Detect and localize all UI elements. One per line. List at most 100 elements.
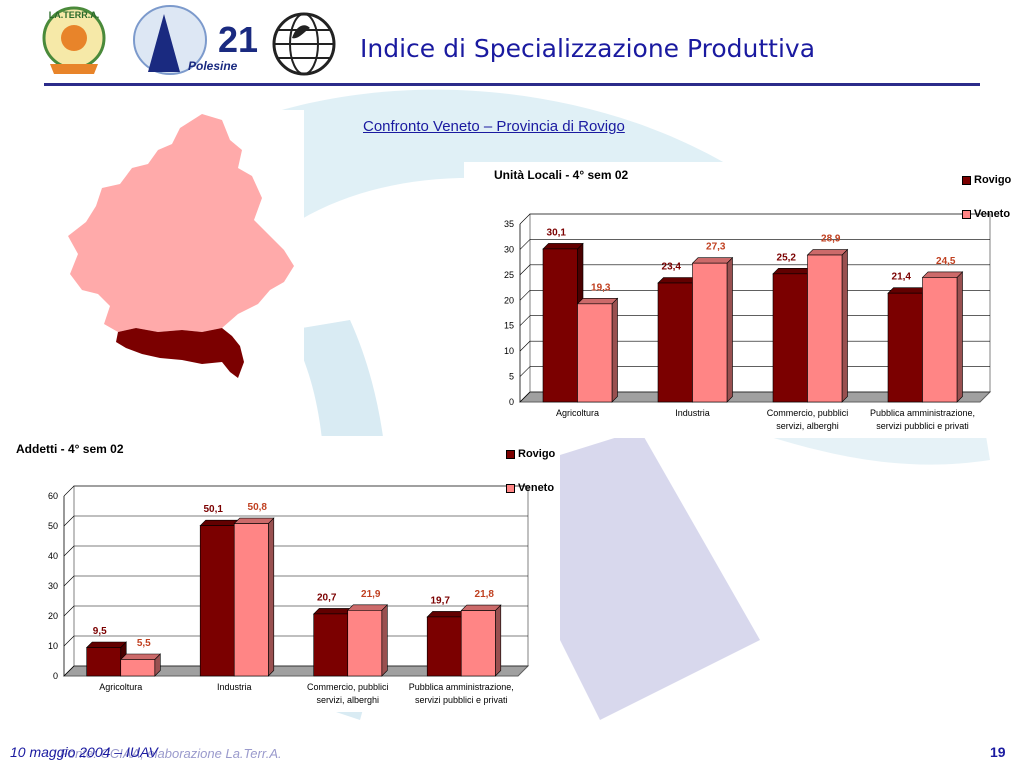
legend-swatch-veneto — [506, 483, 515, 493]
x-tick-label: servizi pubblici e privati — [415, 695, 508, 705]
gridline-side — [519, 239, 531, 250]
x-tick-label: Agricoltura — [556, 408, 599, 418]
data-label: 30,1 — [547, 227, 567, 238]
bar-top — [426, 611, 468, 618]
data-label: 9,5 — [93, 626, 107, 637]
bar-top — [347, 604, 389, 611]
data-label: 28,9 — [821, 234, 841, 245]
data-label: 21,8 — [475, 589, 495, 600]
chart-title: Addetti - 4° sem 02 — [16, 442, 124, 456]
svg-text:LA.TERR.A.: LA.TERR.A. — [49, 10, 100, 20]
legend-swatch-veneto — [962, 209, 971, 219]
data-label: 5,5 — [137, 638, 151, 649]
data-label: 24,5 — [936, 256, 956, 267]
legend-label: Rovigo — [518, 448, 556, 460]
bar-top — [199, 519, 241, 526]
rovigo-province — [116, 328, 244, 378]
x-tick-label: Commercio, pubblici — [767, 408, 849, 418]
gridline-side — [63, 545, 75, 557]
x-tick-label: servizi, alberghi — [776, 421, 839, 431]
bar-top — [460, 604, 502, 611]
bar-side — [956, 271, 963, 403]
globe-emblem-logo — [272, 12, 336, 76]
subtitle: Confronto Veneto – Provincia di Rovigo — [363, 118, 625, 135]
x-tick-label: servizi, alberghi — [316, 695, 379, 705]
y-tick-label: 5 — [509, 372, 514, 382]
legend-swatch-rovigo — [506, 449, 515, 459]
legend-swatch-rovigo — [962, 175, 971, 185]
chart-unita-locali: Unità Locali - 4° sem 02 0 5 10 15 20 25 30 35 3… — [464, 162, 1020, 438]
x-tick-label: Industria — [217, 682, 252, 692]
data-label: 21,9 — [361, 589, 381, 600]
footer-source: Fonte: CCIAA, elaborazione La.Terr.A. — [60, 746, 282, 761]
y-tick-label: 25 — [504, 270, 514, 280]
bar-top — [806, 249, 849, 256]
bar-top — [921, 271, 964, 278]
y-tick-label: 60 — [48, 491, 58, 501]
laterra-logo: LA.TERR.A. — [42, 6, 106, 74]
bar-veneto — [460, 610, 496, 677]
svg-text:Polesine: Polesine — [188, 59, 238, 73]
logo-strip: LA.TERR.A. 21 Polesine — [38, 4, 348, 80]
bar-rovigo — [86, 647, 122, 677]
chart-addetti: Addetti - 4° sem 02 0 10 20 30 40 50 60 9,5 5,5 A… — [12, 436, 560, 712]
legend-item-veneto: Veneto — [962, 208, 1010, 220]
y-tick-label: 20 — [504, 295, 514, 305]
data-label: 23,4 — [662, 261, 682, 272]
y-tick-label: 10 — [504, 346, 514, 356]
bar-top — [312, 608, 354, 615]
data-label: 50,8 — [248, 502, 268, 513]
chart-legend: Rovigo Veneto — [962, 174, 1020, 224]
chart-title: Unità Locali - 4° sem 02 — [494, 168, 629, 182]
bar-side — [267, 517, 275, 677]
y-tick-label: 50 — [48, 521, 58, 531]
gridline-side — [63, 485, 75, 497]
legend-item-veneto: Veneto — [506, 482, 554, 494]
legend-label: Veneto — [518, 482, 555, 494]
x-tick-label: Commercio, pubblici — [307, 682, 389, 692]
data-label: 25,2 — [777, 252, 797, 263]
a21-polesine-logo: 21 Polesine — [133, 5, 258, 75]
chart-legend: Rovigo Veneto — [506, 448, 560, 498]
data-label: 20,7 — [317, 592, 337, 603]
bar-veneto — [807, 254, 843, 403]
bar-top — [233, 517, 275, 524]
x-tick-label: Industria — [675, 408, 710, 418]
y-tick-label: 10 — [48, 641, 58, 651]
gridline-side — [63, 635, 75, 647]
bar-rovigo — [542, 248, 578, 403]
data-label: 19,7 — [430, 595, 450, 606]
bar-rovigo — [657, 282, 693, 403]
legend-item-rovigo: Rovigo — [962, 174, 1011, 186]
bar-top — [887, 287, 929, 294]
bar-veneto — [577, 303, 613, 403]
x-tick-label: Agricoltura — [99, 682, 142, 692]
data-label: 50,1 — [203, 504, 223, 515]
page-number: 19 — [990, 744, 1006, 760]
y-tick-label: 30 — [48, 581, 58, 591]
y-tick-label: 0 — [53, 671, 58, 681]
gridline-side — [519, 290, 531, 301]
chart-plot: 0 5 10 15 20 25 30 35 30,1 19,3 Agricoltura 23,4 27,… — [504, 213, 992, 431]
bar-top — [691, 257, 734, 264]
gridline-side — [519, 366, 531, 377]
gridline-side — [519, 391, 531, 403]
bar-top — [85, 641, 127, 648]
legend-label: Veneto — [974, 208, 1011, 220]
legend-item-rovigo: Rovigo — [506, 448, 555, 460]
bar-rovigo — [313, 613, 349, 677]
y-tick-label: 40 — [48, 551, 58, 561]
bar-top — [120, 653, 162, 660]
bar-side — [841, 248, 848, 403]
gridline-side — [519, 315, 531, 326]
y-tick-label: 30 — [504, 244, 514, 254]
y-tick-label: 20 — [48, 611, 58, 621]
footer-date: 10 maggio 2004 – IUAV — [10, 744, 158, 760]
data-label: 19,3 — [591, 282, 611, 293]
bar-side — [381, 604, 388, 677]
bar-side — [726, 256, 733, 403]
bar-top — [542, 243, 584, 250]
gridline-side — [63, 605, 75, 617]
gridline-side — [63, 515, 75, 527]
x-tick-label: Pubblica amministrazione, — [870, 408, 975, 418]
